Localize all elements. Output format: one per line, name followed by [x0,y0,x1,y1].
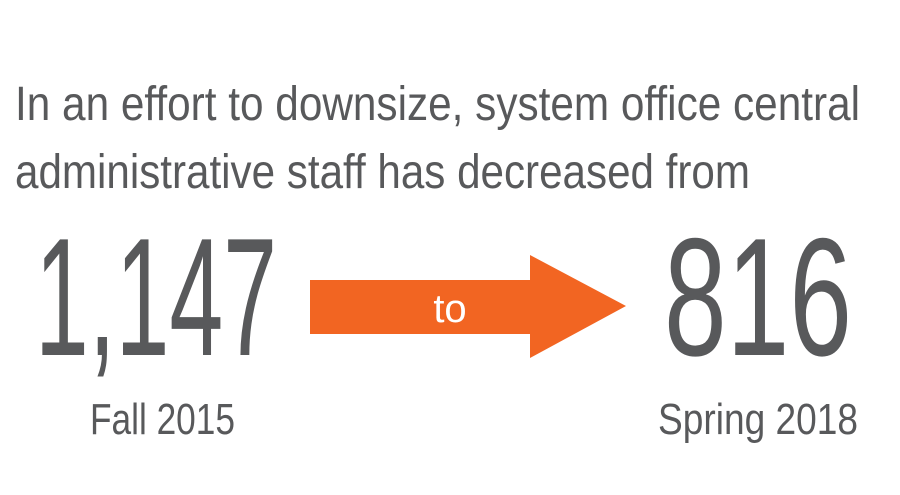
arrow [310,255,626,358]
from-label: Fall 2015 [90,395,235,444]
to-value: 816 [664,203,852,391]
to-label: Spring 2018 [658,395,858,444]
from-value: 1,147 [35,203,277,391]
connector: to [433,287,466,331]
headline-line: administrative staff has decreased from [15,146,750,199]
headline-line: In an effort to downsize, system office … [15,78,860,131]
